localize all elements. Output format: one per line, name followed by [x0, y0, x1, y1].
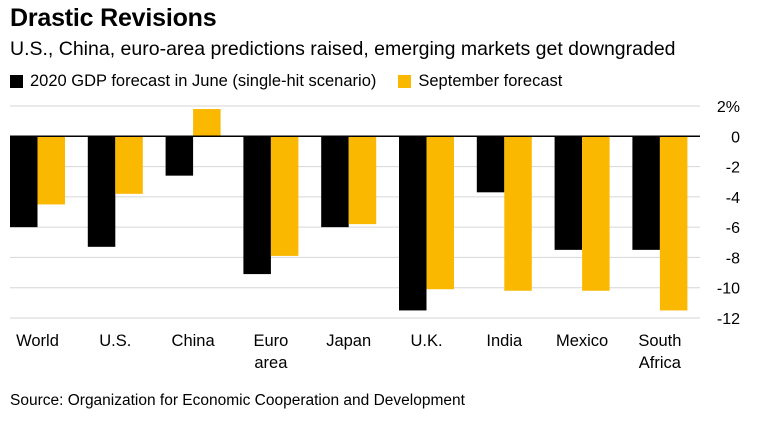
- bar-september: [659, 136, 688, 311]
- bar-june: [399, 136, 427, 311]
- chart-title: Drastic Revisions: [10, 4, 217, 32]
- bar-june: [165, 136, 194, 176]
- y-tick-label: -12: [717, 311, 740, 328]
- x-category-label: Euro: [253, 332, 288, 350]
- x-category-label: Mexico: [556, 332, 608, 350]
- chart-subtitle: U.S., China, euro-area predictions raise…: [10, 38, 676, 60]
- source-note: Source: Organization for Economic Cooper…: [10, 392, 465, 409]
- bar-september: [115, 136, 143, 194]
- bar-september: [504, 136, 532, 291]
- x-category-label: China: [172, 332, 216, 350]
- x-category-label: area: [254, 354, 288, 372]
- legend-swatch-june: [10, 75, 23, 88]
- legend-item-june: 2020 GDP forecast in June (single-hit sc…: [10, 72, 376, 91]
- bar-june: [476, 136, 505, 193]
- x-category-label: South: [638, 332, 681, 350]
- bar-june: [554, 136, 583, 250]
- bar-june: [632, 136, 660, 250]
- y-tick-label: 2%: [717, 99, 740, 116]
- legend-swatch-september: [398, 75, 412, 88]
- x-category-label: India: [486, 332, 523, 350]
- bar-september: [582, 136, 610, 291]
- bar-june: [243, 136, 271, 275]
- bar-september: [37, 136, 65, 205]
- bar-june: [321, 136, 349, 228]
- x-category-label: World: [16, 332, 59, 350]
- legend-item-september: September forecast: [398, 72, 562, 91]
- x-category-label: Japan: [326, 332, 371, 350]
- x-category-label: U.S.: [99, 332, 131, 350]
- bar-september: [426, 136, 454, 290]
- legend-label-september: September forecast: [418, 72, 563, 90]
- bar-september: [270, 136, 299, 256]
- legend-label-june: 2020 GDP forecast in June (single-hit sc…: [30, 72, 377, 90]
- bar-june: [10, 136, 38, 228]
- y-tick-label: -8: [726, 250, 740, 267]
- bar-september: [348, 136, 377, 225]
- bar-june: [87, 136, 116, 247]
- y-tick-label: 0: [731, 129, 740, 146]
- x-category-label: U.K.: [410, 332, 442, 350]
- y-tick-label: -10: [717, 281, 740, 298]
- x-category-label: Africa: [639, 354, 682, 372]
- y-tick-label: -4: [726, 190, 740, 207]
- bar-september: [193, 109, 221, 137]
- y-tick-label: -2: [726, 160, 740, 177]
- legend: 2020 GDP forecast in June (single-hit sc…: [10, 72, 584, 91]
- y-tick-label: -6: [726, 220, 740, 237]
